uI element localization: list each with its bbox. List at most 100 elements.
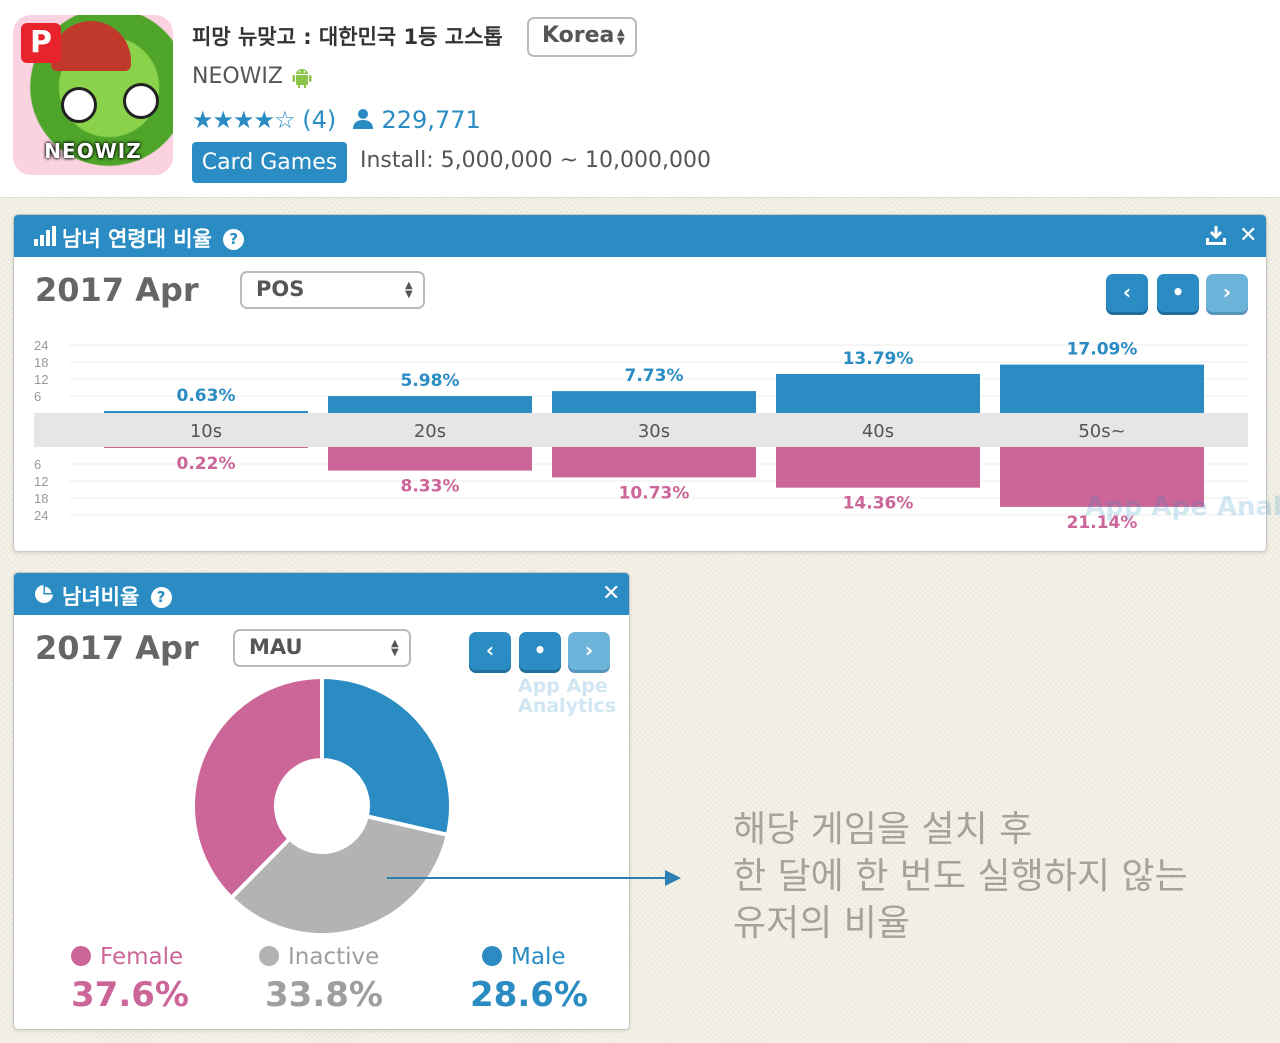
icon-brand-text: NEOWIZ (44, 139, 142, 163)
male-dot-icon (482, 946, 502, 966)
donut-slice-male (320, 674, 453, 838)
male-data-label: 17.09% (1067, 340, 1138, 360)
bar-chart-icon (34, 226, 56, 246)
pmang-badge: P (21, 23, 61, 63)
female-bar (776, 447, 980, 488)
age-panel-header: 남녀 연령대 비율 ? ✕ (14, 215, 1266, 257)
female-bar (104, 447, 308, 448)
annotation-text: 해당 게임을 설치 후 한 달에 한 번도 실행하지 않는 유저의 비율 (733, 806, 1188, 947)
developer-name[interactable]: NEOWIZ (192, 64, 283, 89)
hat-shape (51, 21, 131, 71)
y-tick-label: 18 (34, 355, 48, 370)
legend-inactive: Inactive (259, 944, 379, 970)
annotation-line: 유저의 비율 (733, 903, 911, 944)
help-icon[interactable]: ? (223, 229, 245, 250)
age-period-label: 2017 Apr (35, 271, 199, 309)
category-label: 40s (862, 421, 894, 442)
pie-watermark-line1: App Ape (518, 675, 608, 697)
app-header: P NEOWIZ 피망 뉴맞고 : 대한민국 1등 고스톱 Korea ▲ ▼ N… (0, 0, 1280, 198)
donut-slice-inactive (228, 813, 451, 937)
country-value: Korea (542, 23, 615, 48)
annotation-arrow (387, 870, 681, 886)
category-label: 50s~ (1078, 421, 1125, 442)
select-arrows-icon: ▲ ▼ (617, 27, 625, 47)
app-title: 피망 뉴맞고 : 대한민국 1등 고스톱 (192, 25, 503, 49)
male-bar (776, 373, 980, 413)
pie-watermark-line2: Analytics (518, 695, 617, 717)
male-percent: 28.6% (470, 975, 588, 1015)
female-data-label: 21.14% (1067, 513, 1138, 533)
annotation-line: 해당 게임을 설치 후 (733, 809, 1033, 850)
y-tick-label: 6 (34, 457, 41, 472)
male-bar (104, 411, 308, 413)
inactive-percent: 33.8% (265, 975, 383, 1015)
y-tick-label: 24 (34, 338, 48, 353)
legend-male-label: Male (511, 944, 566, 970)
y-tick-label: 12 (34, 372, 48, 387)
male-data-label: 0.63% (177, 386, 236, 406)
prev-month-button[interactable]: ‹ (1106, 274, 1148, 312)
female-data-label: 10.73% (619, 483, 690, 503)
female-bar (1000, 447, 1204, 507)
female-bar (328, 447, 532, 471)
y-tick-label: 6 (34, 389, 41, 404)
left-eye-shape (61, 87, 97, 123)
current-month-button[interactable]: • (1157, 274, 1199, 312)
age-panel-title-text: 남녀 연령대 비율 (62, 227, 212, 251)
gender-ratio-panel: 남녀비율 ? ✕ 2017 Apr MAU ▲ ▼ ‹ • › Female In… (13, 572, 630, 1030)
donut-slice-female (191, 674, 324, 901)
pie-panel-title-text: 남녀비율 (62, 585, 140, 609)
gender-donut-chart (191, 674, 453, 937)
female-data-label: 14.36% (843, 494, 914, 514)
age-gender-bar-chart: 24 24 18 18 12 12 6 6 0.63% 0.22% 10s 5.98% 8.33% 20s… (34, 338, 1248, 533)
legend-inactive-label: Inactive (288, 944, 380, 970)
current-month-button[interactable]: • (519, 632, 561, 670)
star-rating-icon: ★★★★☆ (192, 106, 296, 134)
age-metric-value: POS (256, 277, 305, 301)
male-bar (1000, 364, 1204, 413)
female-dot-icon (71, 946, 91, 966)
next-month-button[interactable]: › (568, 632, 610, 670)
country-select[interactable]: Korea ▲ ▼ (527, 17, 637, 57)
user-icon (352, 109, 373, 129)
male-bar (328, 396, 532, 413)
category-button[interactable]: Card Games (192, 142, 347, 183)
y-tick-label: 24 (34, 508, 48, 523)
rating-row: ★★★★☆ (4) 229,771 (192, 106, 481, 134)
male-data-label: 5.98% (401, 371, 460, 391)
close-icon[interactable]: ✕ (602, 581, 621, 606)
inactive-dot-icon (259, 946, 279, 966)
category-label: 30s (638, 421, 670, 442)
pie-panel-header: 남녀비율 ? ✕ (14, 573, 629, 615)
age-metric-dropdown[interactable]: POS ▲ ▼ (240, 271, 425, 309)
female-bar (552, 447, 756, 478)
pie-metric-dropdown[interactable]: MAU ▲ ▼ (233, 629, 411, 667)
right-eye-shape (123, 83, 159, 119)
close-icon[interactable]: ✕ (1239, 223, 1258, 248)
android-icon (292, 69, 312, 88)
age-panel-title: 남녀 연령대 비율 ? (62, 223, 245, 253)
pie-watermark: App Ape Analytics (480, 676, 616, 716)
pie-chart-icon (35, 584, 54, 603)
next-month-button[interactable]: › (1206, 274, 1248, 312)
legend-female-label: Female (100, 944, 184, 970)
pie-period-label: 2017 Apr (35, 629, 199, 667)
help-icon[interactable]: ? (150, 587, 172, 608)
download-icon[interactable] (1204, 224, 1228, 248)
male-bar (552, 391, 756, 413)
category-band (34, 413, 1248, 447)
female-data-label: 0.22% (177, 454, 236, 474)
legend-male: Male (482, 944, 565, 970)
y-tick-label: 12 (34, 474, 48, 489)
female-percent: 37.6% (71, 975, 189, 1015)
select-arrows-icon: ▲ ▼ (405, 280, 413, 300)
app-icon[interactable]: P NEOWIZ (13, 15, 173, 175)
age-gender-panel: 남녀 연령대 비율 ? ✕ 2017 Apr POS ▲ ▼ ‹ • › 24 24… (13, 214, 1267, 552)
male-data-label: 13.79% (843, 349, 914, 369)
pie-metric-value: MAU (249, 635, 303, 659)
rating-count[interactable]: (4) (302, 106, 337, 134)
user-count: 229,771 (381, 106, 481, 134)
prev-month-button[interactable]: ‹ (469, 632, 511, 670)
legend-female: Female (71, 944, 183, 970)
male-data-label: 7.73% (625, 366, 684, 386)
